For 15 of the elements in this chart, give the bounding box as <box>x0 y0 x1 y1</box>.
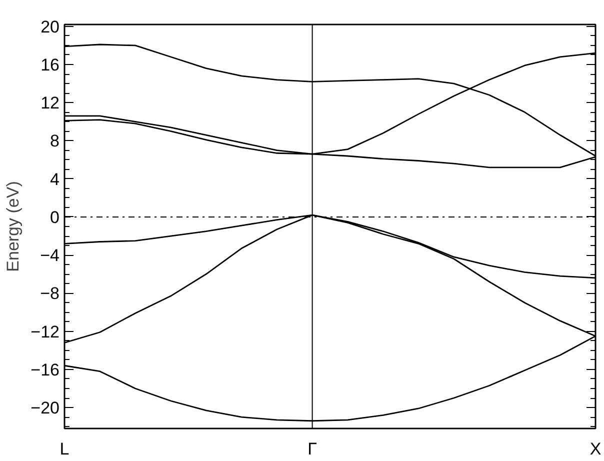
y-tick-label: 0 <box>50 208 60 227</box>
y-tick-label: 16 <box>40 56 60 75</box>
y-axis-title: Energy (eV) <box>4 181 23 272</box>
x-tick-label: Γ <box>308 440 317 458</box>
y-tick-label: −4 <box>40 246 60 266</box>
y-tick-label: 4 <box>50 170 60 189</box>
x-tick-label: X <box>590 440 602 458</box>
y-tick-label: −20 <box>30 398 60 418</box>
x-tick-label: L <box>60 440 70 458</box>
y-tick-label: −16 <box>30 360 60 380</box>
y-tick-label: 20 <box>40 17 60 36</box>
y-tick-label: −8 <box>40 284 60 304</box>
y-tick-label: 8 <box>50 132 60 151</box>
y-tick-label: 12 <box>40 94 60 113</box>
y-tick-label: −12 <box>30 322 60 342</box>
